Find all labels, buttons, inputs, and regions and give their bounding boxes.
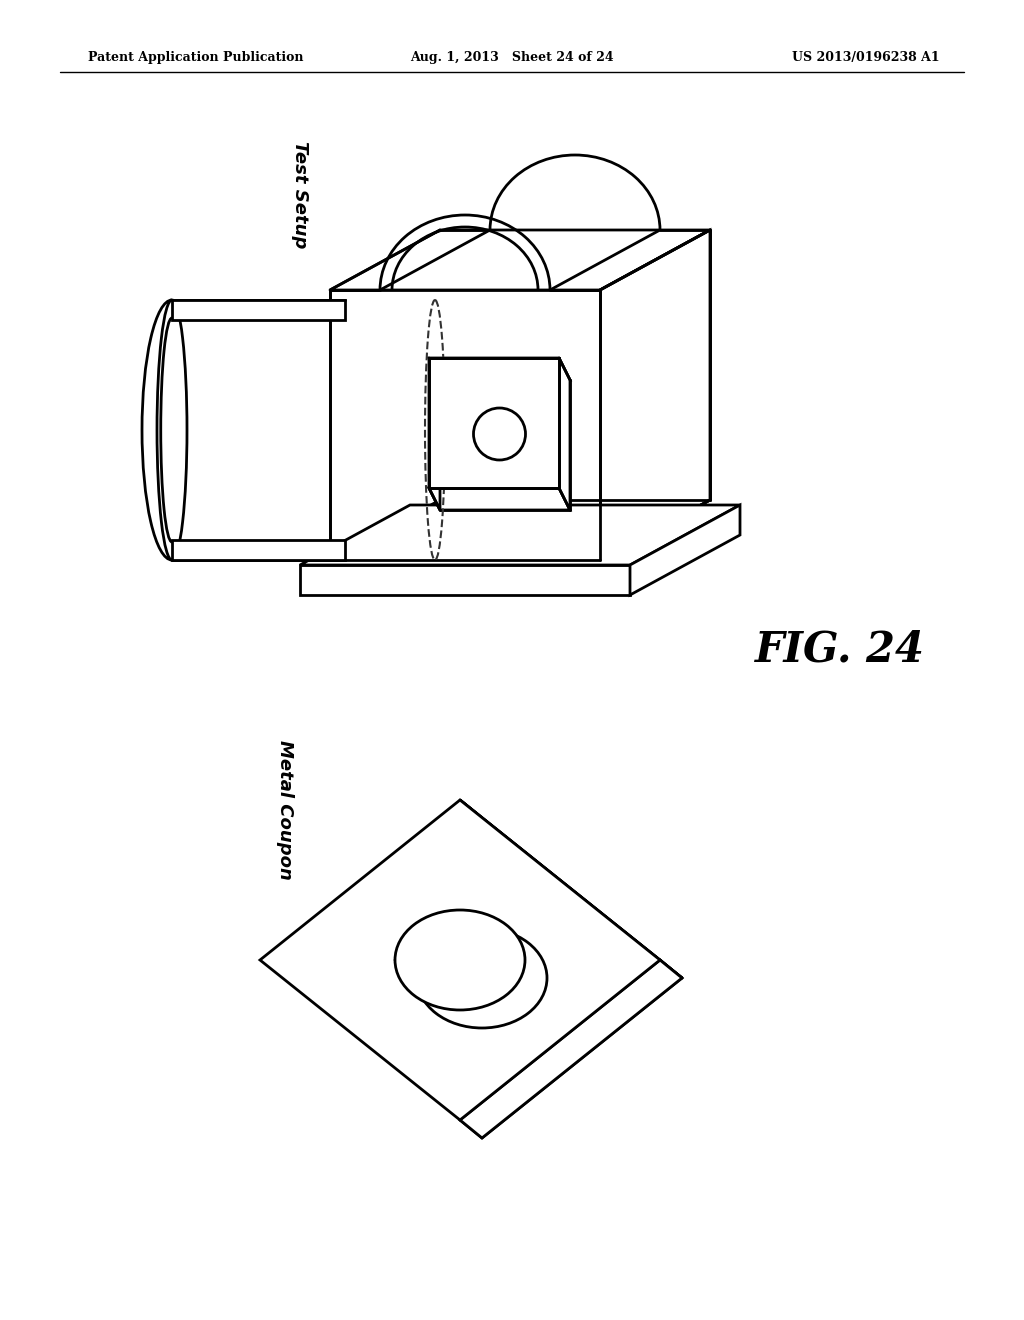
Polygon shape bbox=[172, 540, 345, 560]
Polygon shape bbox=[429, 358, 559, 488]
Polygon shape bbox=[630, 506, 740, 595]
Text: Patent Application Publication: Patent Application Publication bbox=[88, 51, 303, 65]
Text: Aug. 1, 2013   Sheet 24 of 24: Aug. 1, 2013 Sheet 24 of 24 bbox=[411, 51, 613, 65]
Polygon shape bbox=[460, 800, 682, 978]
Polygon shape bbox=[330, 290, 600, 560]
Polygon shape bbox=[559, 358, 570, 510]
Ellipse shape bbox=[395, 909, 525, 1010]
Text: US 2013/0196238 A1: US 2013/0196238 A1 bbox=[793, 51, 940, 65]
Text: Metal Coupon: Metal Coupon bbox=[276, 741, 294, 880]
Polygon shape bbox=[172, 300, 345, 319]
Polygon shape bbox=[260, 800, 660, 1119]
Polygon shape bbox=[460, 960, 682, 1138]
Text: FIG. 24: FIG. 24 bbox=[755, 630, 925, 671]
Polygon shape bbox=[429, 358, 570, 380]
Polygon shape bbox=[300, 565, 630, 595]
Text: Test Setup: Test Setup bbox=[291, 141, 309, 248]
Polygon shape bbox=[429, 358, 440, 510]
Polygon shape bbox=[300, 506, 740, 565]
Ellipse shape bbox=[157, 300, 187, 560]
Polygon shape bbox=[330, 230, 710, 290]
Polygon shape bbox=[429, 488, 570, 510]
Polygon shape bbox=[600, 230, 710, 560]
